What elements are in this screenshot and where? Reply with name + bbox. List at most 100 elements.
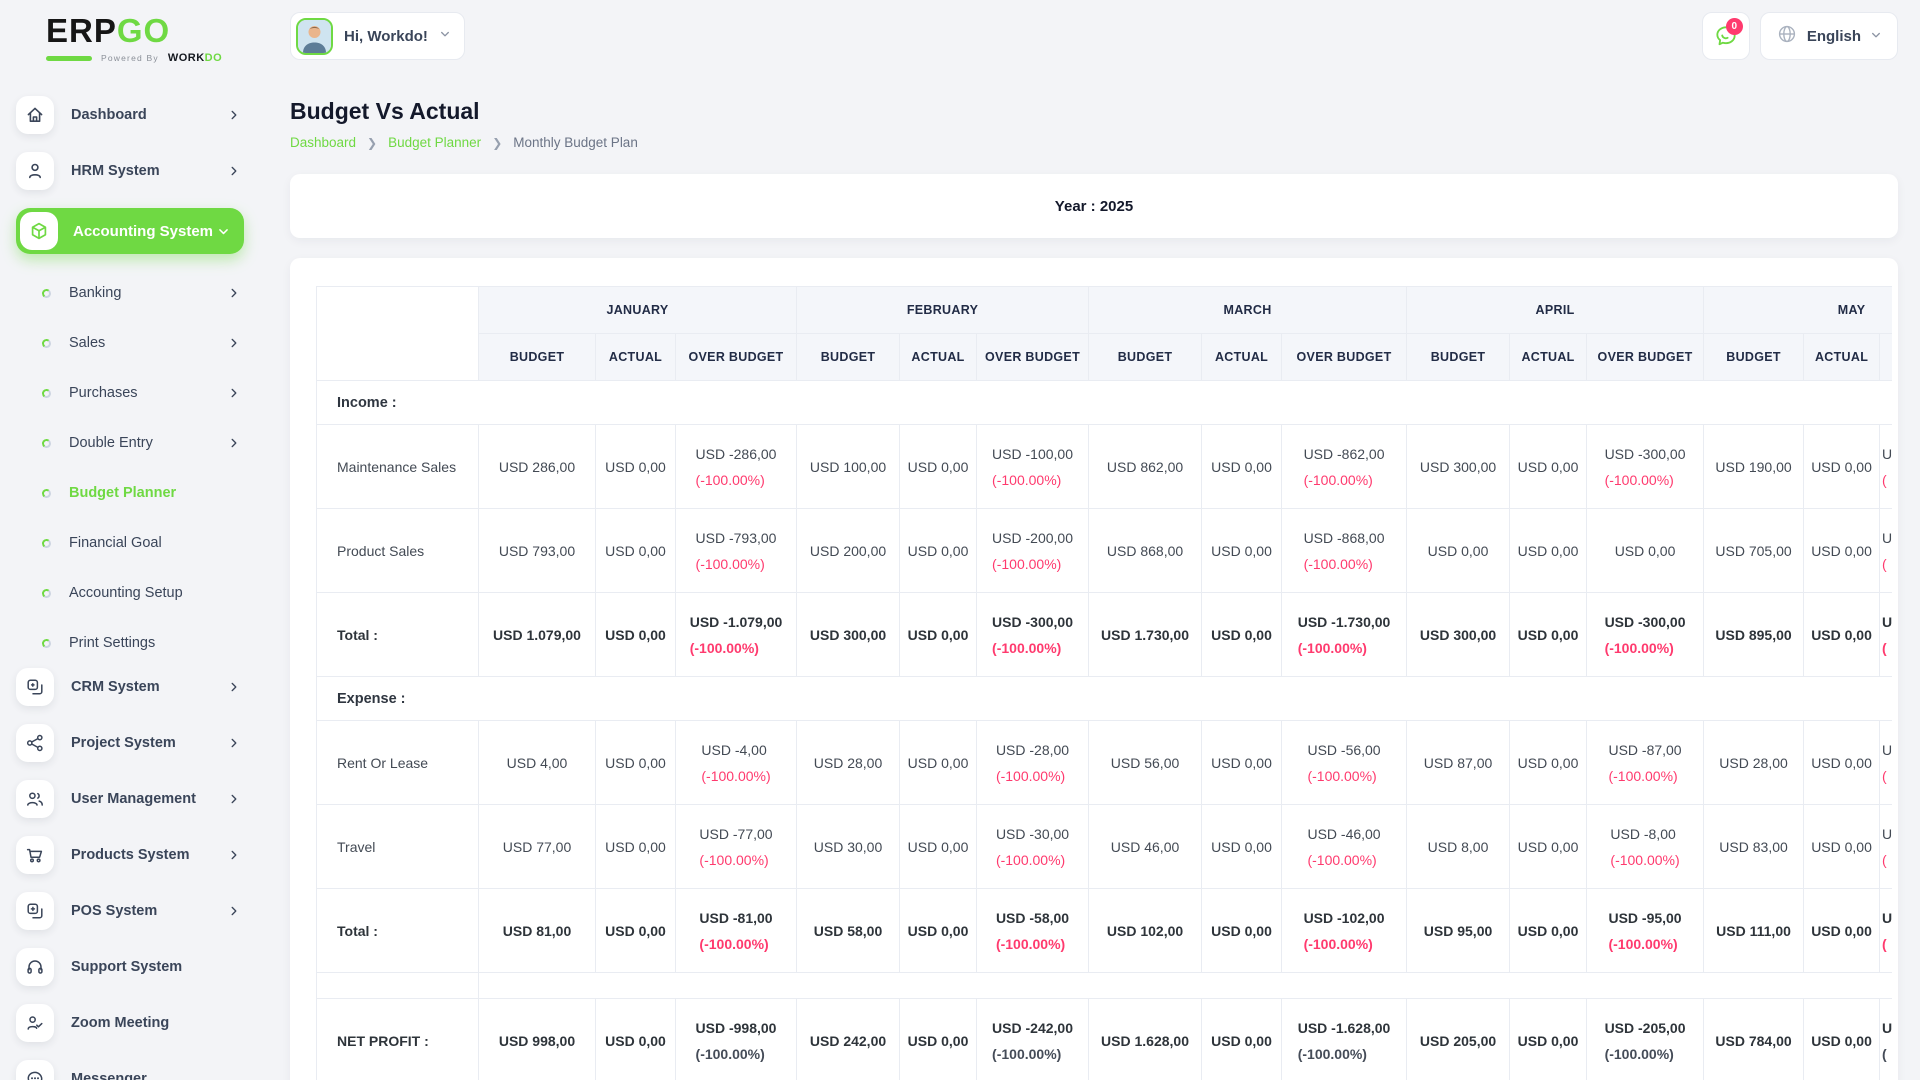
breadcrumb-budget-planner[interactable]: Budget Planner [388,135,482,150]
over-budget-cell: USD -46,00 (-100.00%) [1281,804,1408,889]
over-budget-cell: USD -28,00 (-100.00%) [976,720,1090,805]
over-budget-percent: (-100.00%) [699,935,769,952]
sidebar-item-sales[interactable]: Sales [16,318,264,368]
over-budget-amount: U [1882,741,1892,758]
over-budget-cell: U( [1879,720,1892,805]
subheader-cell: ACTUAL [595,333,676,381]
actual-cell: USD 0,00 [1509,508,1588,593]
subheader-cell: OVER BUDGET [1281,333,1408,381]
table-row: Travel USD 77,00 USD 0,00 USD -77,00 (-100.0… [316,804,1892,889]
actual-cell: USD 0,00 [1803,508,1881,593]
globe-icon [1776,23,1798,49]
sidebar-item-print-settings[interactable]: Print Settings [16,618,264,668]
budget-cell: USD 300,00 [1406,424,1511,509]
over-budget-amount: U [1882,825,1892,842]
sidebar-item-hrm-system[interactable]: HRM System [16,152,264,190]
actual-cell: USD 0,00 [1509,998,1588,1080]
subheader-cell: OVER BUDGET [1586,333,1705,381]
section-row: Income : [316,380,1892,425]
sidebar-item-messenger[interactable]: Messenger [16,1060,264,1080]
bullet-icon [41,487,52,499]
over-budget-percent: (-100.00%) [1608,767,1678,784]
sidebar-item-project-system[interactable]: Project System [16,724,264,762]
over-budget-percent: (-100.00%) [701,767,771,784]
over-budget-value: U( [1882,1015,1892,1067]
sidebar-item-pos-system[interactable]: POS System [16,892,264,930]
over-budget-value: USD -300,00 (-100.00%) [1605,609,1686,661]
sidebar-item-financial-goal[interactable]: Financial Goal [16,518,264,568]
language-selector[interactable]: English [1759,12,1898,60]
breadcrumb: Dashboard ❯ Budget Planner ❯ Monthly Bud… [290,135,1898,150]
over-budget-amount: USD -77,00 [699,825,773,842]
sidebar-item-crm-system[interactable]: CRM System [16,668,264,706]
section-label: Expense : [316,676,1892,721]
month-header: MAY [1703,286,1892,334]
budget-cell: USD 286,00 [478,424,596,509]
breadcrumb-dashboard[interactable]: Dashboard [290,135,357,150]
cart-icon [16,836,54,874]
over-budget-amount: U [1882,529,1892,546]
sidebar-item-purchases[interactable]: Purchases [16,368,264,418]
over-budget-cell: USD -242,00 (-100.00%) [976,998,1090,1080]
over-budget-amount: USD -8,00 [1610,825,1676,842]
actual-cell: USD 0,00 [1803,424,1881,509]
actual-cell: USD 0,00 [1803,998,1881,1080]
chevron-right-icon: ❯ [367,135,378,150]
over-budget-value: USD -998,00 (-100.00%) [696,1015,777,1067]
over-budget-percent: (-100.00%) [1303,555,1373,572]
over-budget-value: USD -87,00 (-100.00%) [1608,737,1681,789]
over-budget-cell: USD -1.628,00 (-100.00%) [1281,998,1408,1080]
sidebar-item-user-management[interactable]: User Management [16,780,264,818]
user-menu[interactable]: Hi, Workdo! [290,12,465,60]
over-budget-cell: U( [1879,424,1892,509]
actual-cell: USD 0,00 [595,720,676,805]
over-budget-amount: USD -1.730,00 [1297,613,1391,630]
sidebar-nav: Dashboard HRM System Accounting System [16,96,264,1080]
over-budget-amount: USD -862,00 [1303,445,1385,462]
sidebar-item-banking[interactable]: Banking [16,268,264,318]
sidebar-item-double-entry[interactable]: Double Entry [16,418,264,468]
notifications-button[interactable]: 0 [1701,12,1750,60]
actual-cell: USD 0,00 [899,424,978,509]
actual-cell: USD 0,00 [899,888,978,973]
sidebar-item-dashboard[interactable]: Dashboard [16,96,264,134]
over-budget-percent: ( [1882,767,1887,784]
main-area: Hi, Workdo! 0 English Budget Vs Actual D… [264,0,1920,1080]
row-label: Travel [316,804,479,889]
over-budget-value: USD -793,00 (-100.00%) [696,525,777,577]
over-budget-amount: USD -30,00 [995,825,1070,842]
over-budget-cell: USD 0,00 [1586,508,1705,593]
chevron-right-icon [228,737,240,749]
sidebar-item-zoom-meeting[interactable]: Zoom Meeting [16,1004,264,1042]
sidebar-item-support-system[interactable]: Support System [16,948,264,986]
actual-cell: USD 0,00 [595,998,676,1080]
actual-cell: USD 0,00 [1509,592,1588,677]
over-budget-amount: USD -868,00 [1303,529,1385,546]
table-row: NET PROFIT : USD 998,00 USD 0,00 USD -998,0… [316,998,1892,1080]
over-budget-percent: (-100.00%) [1297,639,1367,656]
row-label: NET PROFIT : [316,998,479,1080]
budget-table-scroll-area[interactable]: JANUARY FEBRUARY MARCH APRIL MAY BUDGET ACTUAL… [316,286,1892,1080]
actual-cell: USD 0,00 [1201,508,1283,593]
logo-go: GO [116,12,171,49]
over-budget-amount: USD -793,00 [695,529,777,546]
budget-cell: USD 784,00 [1703,998,1805,1080]
month-header: FEBRUARY [796,286,1090,334]
person-icon [16,152,54,190]
sidebar-item-budget-planner[interactable]: Budget Planner [16,468,264,518]
app-logo[interactable]: ERP GO [16,14,264,47]
year-label: Year : 2025 [1054,197,1134,215]
table-header-row: JANUARY FEBRUARY MARCH APRIL MAY [316,286,1892,381]
over-budget-value: USD -868,00 (-100.00%) [1304,525,1385,577]
sidebar-item-accounting-system[interactable]: Accounting System [16,208,244,254]
over-budget-value: USD -81,00 (-100.00%) [699,905,772,957]
table-row: Total : USD 1.079,00 USD 0,00 USD -1.079,00… [316,592,1892,677]
bullet-icon [41,437,52,449]
chevron-down-icon [439,27,451,45]
logo-tagline: Powered By WORKDO [46,52,264,64]
over-budget-value: USD -1.730,00 (-100.00%) [1298,609,1391,661]
over-budget-value: U( [1882,441,1892,493]
chevron-down-icon [1870,28,1882,45]
sidebar-item-products-system[interactable]: Products System [16,836,264,874]
sidebar-item-accounting-setup[interactable]: Accounting Setup [16,568,264,618]
